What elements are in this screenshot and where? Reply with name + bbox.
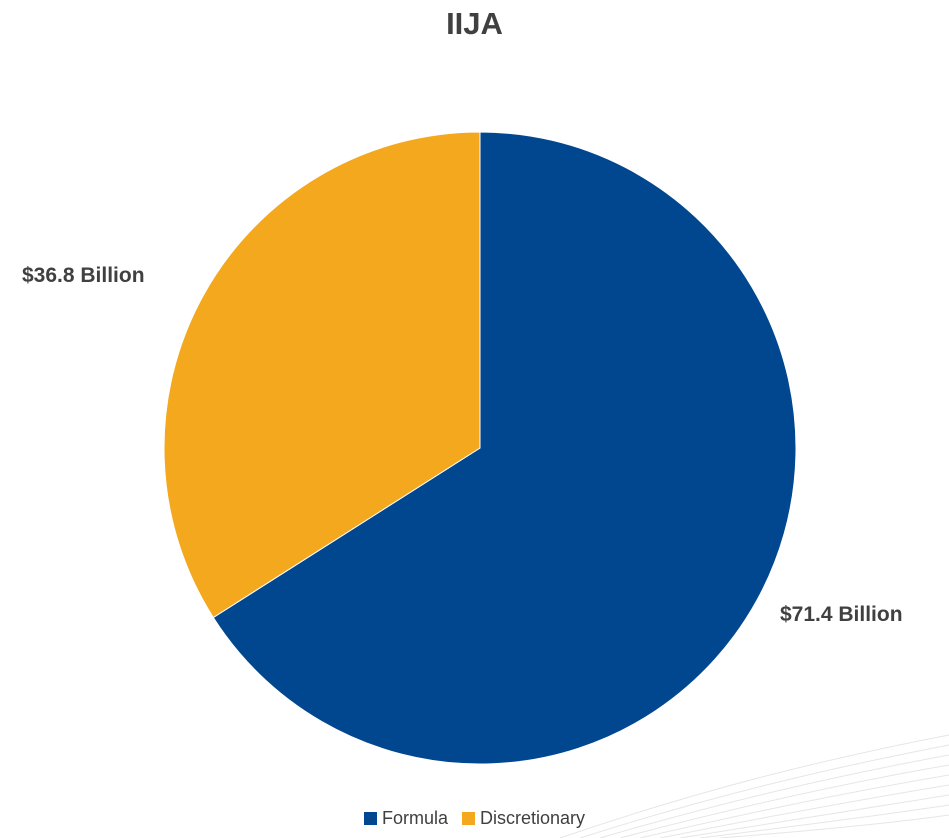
chart-title: IIJA bbox=[446, 6, 503, 41]
pie-slice-discretionary bbox=[163, 131, 481, 619]
data-label-discretionary: $36.8 Billion bbox=[22, 264, 145, 287]
legend: Formula Discretionary bbox=[0, 808, 949, 829]
legend-swatch-discretionary bbox=[461, 812, 475, 825]
legend-label-discretionary: Discretionary bbox=[479, 808, 586, 828]
data-label-formula: $71.4 Billion bbox=[780, 603, 903, 626]
legend-swatch-formula bbox=[363, 812, 377, 825]
legend-item-discretionary: Discretionary bbox=[461, 808, 586, 829]
legend-label-formula: Formula bbox=[381, 808, 448, 828]
legend-item-formula: Formula bbox=[363, 808, 448, 829]
pie-slice-formula bbox=[212, 131, 797, 765]
